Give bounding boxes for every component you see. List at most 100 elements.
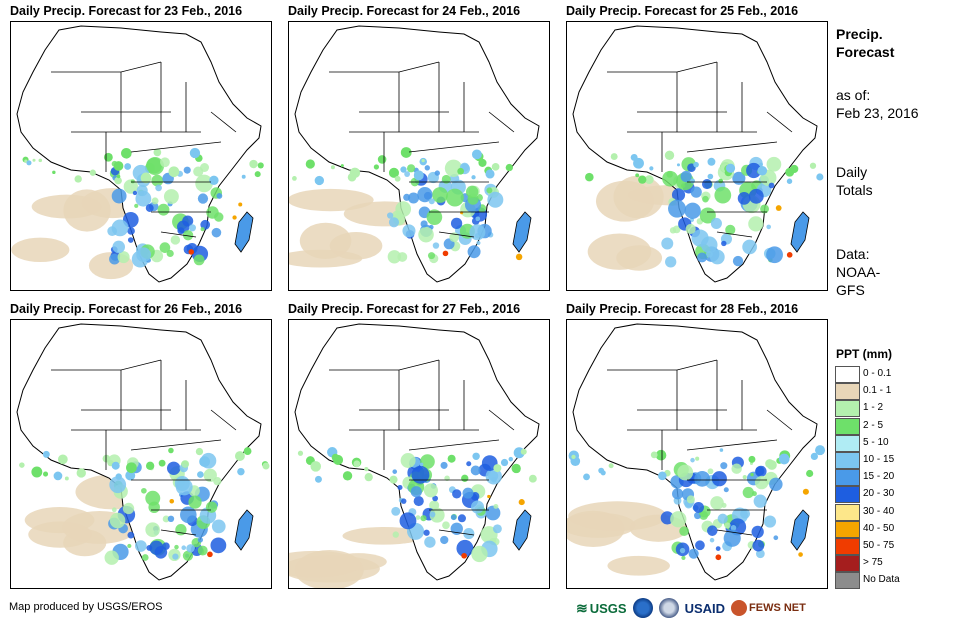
precip-cell bbox=[74, 175, 82, 183]
light-precip-area bbox=[11, 237, 70, 263]
precip-cell bbox=[773, 535, 779, 541]
precip-cell bbox=[32, 158, 36, 162]
data-label: Data: bbox=[836, 246, 870, 262]
precip-cell bbox=[681, 555, 686, 560]
legend-label: 1 - 2 bbox=[863, 402, 884, 414]
legend-swatch bbox=[835, 555, 860, 573]
precip-cell bbox=[421, 159, 425, 163]
precip-cell bbox=[671, 188, 686, 202]
precip-cell bbox=[471, 149, 482, 160]
precip-cell bbox=[757, 165, 768, 176]
precip-cell bbox=[751, 525, 764, 539]
precip-cell bbox=[669, 227, 677, 234]
legend-label: No Data bbox=[863, 574, 900, 586]
precip-cell bbox=[467, 245, 481, 259]
precip-cell bbox=[432, 242, 440, 249]
data-source-block: Data: NOAA- GFS bbox=[836, 245, 880, 299]
precip-cell bbox=[742, 475, 747, 480]
precip-cell bbox=[445, 188, 464, 207]
precip-cell bbox=[720, 462, 728, 470]
precip-cell bbox=[707, 525, 718, 536]
precip-cell bbox=[111, 461, 120, 470]
precip-cell bbox=[695, 540, 705, 551]
precip-cell bbox=[702, 195, 709, 203]
madagascar bbox=[512, 211, 532, 253]
precip-cell bbox=[447, 454, 456, 463]
country-border bbox=[488, 111, 515, 133]
precip-cell bbox=[340, 164, 344, 168]
precip-cell bbox=[658, 471, 667, 481]
precip-cell bbox=[386, 212, 394, 219]
precip-cell bbox=[677, 464, 694, 481]
precip-cell bbox=[500, 458, 509, 467]
precip-cell bbox=[485, 169, 495, 179]
precip-cell bbox=[485, 468, 502, 485]
precip-cell bbox=[127, 531, 135, 539]
precip-cell bbox=[785, 167, 795, 177]
precip-cell bbox=[163, 189, 179, 205]
precip-cell bbox=[679, 547, 686, 554]
precip-cell bbox=[766, 156, 782, 172]
light-precip-area bbox=[24, 507, 95, 534]
precip-cell bbox=[806, 469, 814, 478]
precip-cell bbox=[177, 220, 190, 234]
precip-cell bbox=[710, 496, 724, 510]
africa-map-svg bbox=[11, 25, 264, 283]
precip-cell bbox=[216, 192, 223, 199]
precip-cell bbox=[411, 465, 430, 484]
precip-cell bbox=[394, 175, 401, 182]
precip-cell bbox=[440, 461, 448, 469]
precip-cell bbox=[111, 219, 129, 237]
precip-cell bbox=[145, 490, 161, 506]
precip-cell bbox=[471, 175, 476, 180]
legend-swatch bbox=[835, 434, 860, 452]
precip-cell bbox=[755, 466, 765, 476]
precip-cell bbox=[52, 170, 56, 175]
precip-cell bbox=[407, 192, 420, 204]
legend-label: 30 - 40 bbox=[863, 505, 895, 517]
heavy-precip-cell bbox=[207, 551, 213, 558]
heavy-precip-cell bbox=[518, 499, 525, 506]
country-border bbox=[408, 439, 500, 451]
precip-cell bbox=[109, 476, 127, 494]
precip-cell bbox=[662, 170, 678, 187]
precip-cell bbox=[690, 178, 695, 184]
country-border bbox=[716, 529, 753, 536]
precip-cell bbox=[243, 447, 252, 455]
usaid-logo-text: USAID bbox=[684, 600, 726, 616]
madagascar bbox=[234, 509, 254, 551]
africa-landmass bbox=[572, 323, 818, 581]
precip-cell bbox=[57, 454, 68, 465]
precip-cell bbox=[707, 157, 716, 166]
precip-cell bbox=[415, 515, 421, 520]
precip-cell bbox=[400, 147, 412, 158]
precip-cell bbox=[750, 472, 754, 477]
sidebar-heading: Precip. Forecast bbox=[836, 25, 894, 61]
precip-cell bbox=[666, 171, 673, 178]
usgs-logo: ≋ USGS bbox=[576, 600, 627, 617]
precip-cell bbox=[402, 224, 416, 238]
precip-cell bbox=[136, 185, 148, 197]
precip-cell bbox=[768, 182, 775, 189]
precip-cell bbox=[342, 471, 353, 481]
heading-line-1: Precip. bbox=[836, 26, 883, 42]
precip-cell bbox=[145, 204, 154, 212]
precip-cell bbox=[711, 471, 727, 487]
heading-line-2: Forecast bbox=[836, 44, 895, 60]
precip-cell bbox=[388, 167, 400, 178]
precip-cell bbox=[505, 163, 513, 172]
precip-cell bbox=[610, 153, 618, 161]
legend-swatch bbox=[835, 417, 860, 435]
precip-cell bbox=[153, 148, 162, 157]
precip-cell bbox=[765, 459, 775, 469]
precip-cell bbox=[172, 553, 179, 560]
precip-cell bbox=[707, 468, 714, 475]
precip-cell bbox=[141, 487, 147, 494]
precip-cell bbox=[364, 467, 369, 472]
precip-cell bbox=[111, 188, 127, 204]
legend-swatch bbox=[835, 451, 860, 469]
asof-block: as of: Feb 23, 2016 bbox=[836, 86, 919, 122]
precip-cell bbox=[714, 186, 732, 204]
country-border bbox=[130, 439, 222, 451]
precip-cell bbox=[670, 511, 687, 528]
